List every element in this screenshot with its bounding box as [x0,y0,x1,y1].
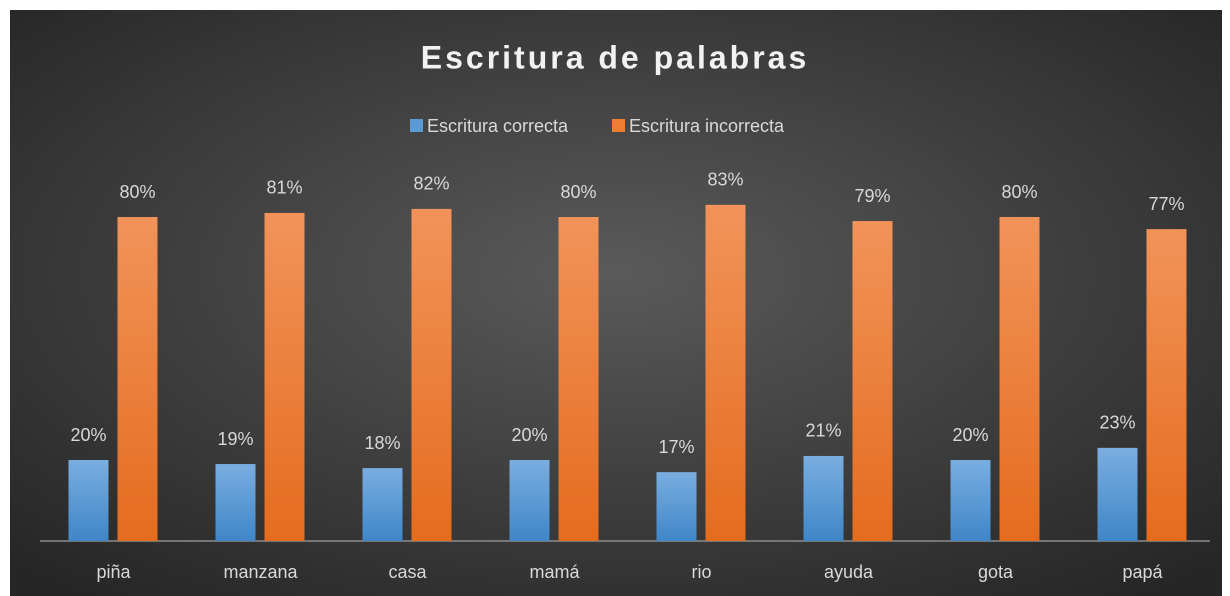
bar [411,208,452,541]
bar [1097,447,1138,541]
bar [852,221,893,542]
bar [264,212,305,541]
bar [1146,229,1187,541]
bar [509,460,550,541]
data-label: 20% [70,425,106,445]
x-tick-label: casa [388,562,427,582]
data-label: 20% [952,425,988,445]
legend-label: Escritura correcta [427,116,569,136]
data-label: 18% [364,433,400,453]
data-label: 80% [119,182,155,202]
x-tick-label: ayuda [824,562,874,582]
legend-swatch [612,119,625,132]
x-tick-label: rio [691,562,711,582]
legend-swatch [410,119,423,132]
data-label: 79% [854,186,890,206]
bar [656,472,697,541]
bar [803,455,844,541]
bar [999,217,1040,541]
x-tick-label: piña [96,562,131,582]
bar [117,217,158,541]
x-tick-label: papá [1122,562,1163,582]
chart-title: Escritura de palabras [421,39,809,75]
bar [950,460,991,541]
data-label: 82% [413,174,449,194]
bar [558,217,599,541]
data-label: 19% [217,429,253,449]
x-tick-label: gota [978,562,1014,582]
data-label: 81% [266,178,302,198]
data-label: 80% [1001,182,1037,202]
data-label: 83% [707,170,743,190]
bar [68,460,109,541]
data-label: 80% [560,182,596,202]
data-label: 77% [1148,194,1184,214]
data-label: 23% [1099,413,1135,433]
x-tick-label: mamá [529,562,580,582]
chart-background [10,10,1222,596]
data-label: 17% [658,437,694,457]
data-label: 21% [805,421,841,441]
bar [362,468,403,541]
bar [705,204,746,541]
data-label: 20% [511,425,547,445]
bar [215,464,256,541]
x-tick-label: manzana [223,562,298,582]
legend-label: Escritura incorrecta [629,116,785,136]
